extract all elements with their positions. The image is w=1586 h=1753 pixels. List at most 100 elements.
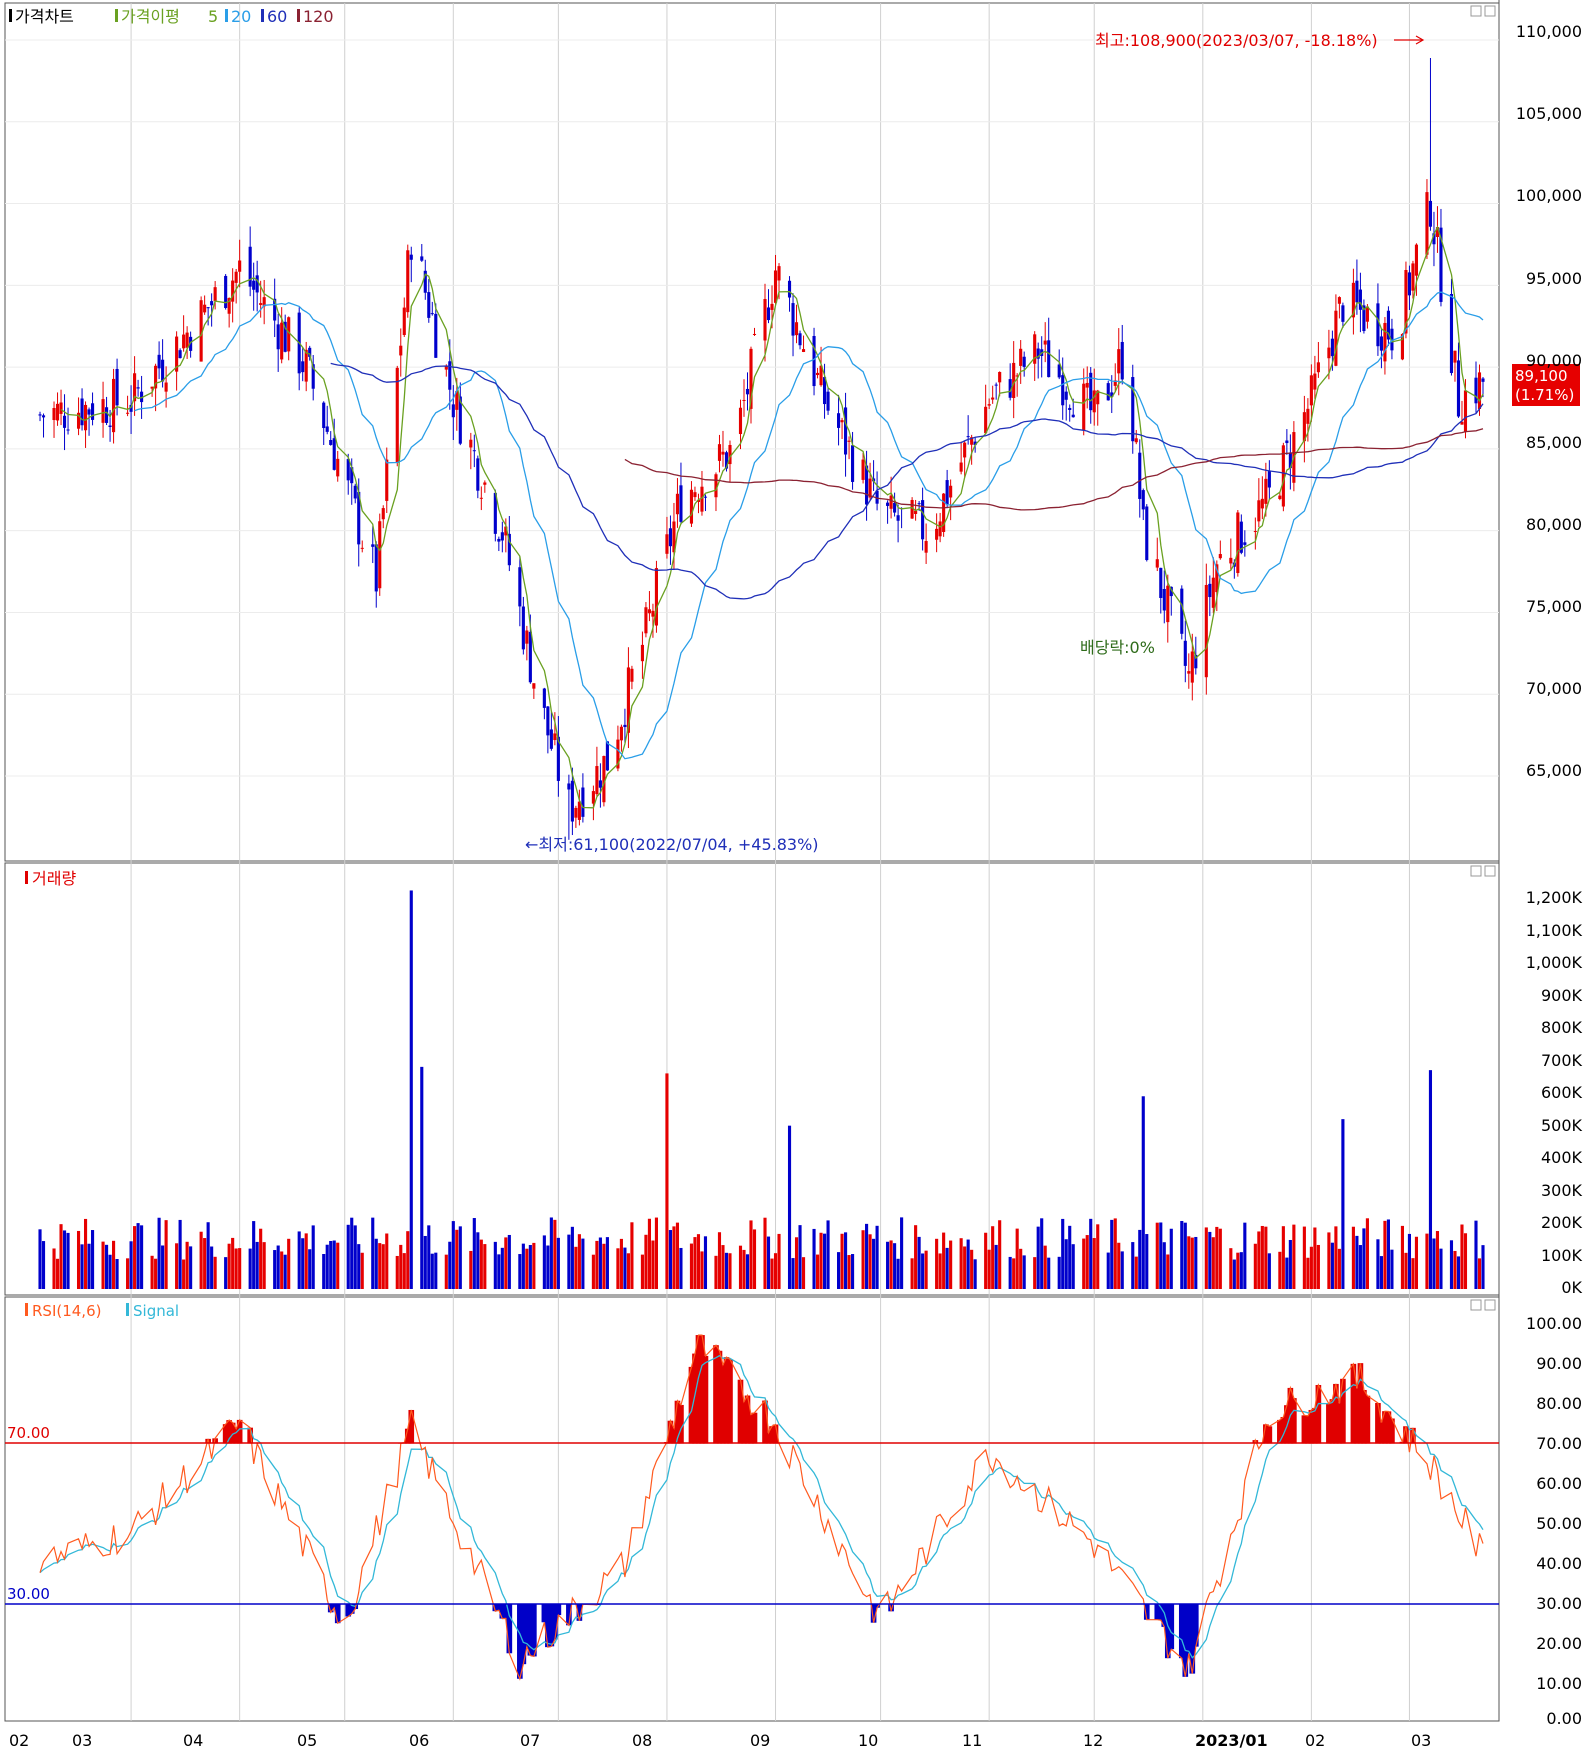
- candle-body: [189, 336, 193, 351]
- rsi-tick: 90.00: [1536, 1354, 1582, 1373]
- rsi-oversold-fill: [1182, 1604, 1189, 1677]
- rsi-panel-minimize-button[interactable]: [1470, 1299, 1482, 1311]
- volume-bar: [1012, 1258, 1016, 1289]
- candle-body: [815, 372, 820, 376]
- candle-body: [591, 791, 595, 804]
- volume-bar: [154, 1258, 158, 1289]
- volume-bar: [984, 1232, 988, 1289]
- candle-body: [500, 532, 504, 541]
- volume-bar: [1096, 1224, 1100, 1289]
- rsi-oversold-fill: [517, 1604, 523, 1679]
- volume-bar: [801, 1257, 806, 1289]
- volume-bar: [619, 1238, 623, 1289]
- rsi-oversold-fill: [492, 1604, 499, 1612]
- price-panel-buttons[interactable]: [1470, 5, 1496, 17]
- volume-bar: [893, 1243, 897, 1289]
- candle-body: [287, 317, 291, 352]
- candle-body: [1376, 303, 1380, 347]
- candle-body: [238, 260, 242, 272]
- candle-body: [38, 414, 42, 416]
- volume-bar: [385, 1233, 389, 1289]
- volume-bar: [998, 1220, 1002, 1289]
- rsi-panel-buttons[interactable]: [1470, 1299, 1496, 1311]
- volume-bar: [55, 1258, 60, 1289]
- x-tick: 03: [1411, 1731, 1431, 1750]
- volume-bar: [987, 1249, 991, 1289]
- volume-bar: [1477, 1258, 1482, 1289]
- candle-body: [763, 298, 767, 341]
- candle-body: [861, 459, 865, 480]
- volume-tick: 700K: [1541, 1051, 1583, 1070]
- rsi-overbought-fill: [1266, 1426, 1273, 1444]
- candle-body: [248, 246, 252, 287]
- volume-bar: [297, 1231, 301, 1289]
- candle-body: [1351, 282, 1355, 318]
- candle-body: [1330, 338, 1334, 357]
- candle-body: [1365, 306, 1369, 322]
- candle-body: [812, 335, 816, 387]
- candle-body: [773, 270, 778, 303]
- candle-body: [374, 544, 378, 592]
- volume-bar: [602, 1243, 606, 1289]
- rsi-overbought-fill: [236, 1419, 243, 1444]
- price-tick: 105,000: [1516, 104, 1582, 123]
- volume-bar: [1285, 1257, 1289, 1289]
- rsi-tick: 60.00: [1536, 1474, 1582, 1493]
- rsi-overbought-fill: [1389, 1418, 1395, 1444]
- candle-body: [1141, 490, 1145, 510]
- rsi-oversold-fill: [545, 1604, 551, 1648]
- candle-body: [252, 280, 256, 290]
- candle-body: [479, 497, 483, 499]
- ma120-legend: 120: [303, 7, 334, 26]
- candle-body: [1022, 356, 1026, 367]
- candle-body: [896, 515, 900, 521]
- volume-panel-minimize-button[interactable]: [1470, 865, 1482, 877]
- volume-bar: [949, 1240, 953, 1289]
- volume-bar: [1432, 1238, 1436, 1289]
- candle-body: [1166, 585, 1170, 623]
- rsi-tick: 20.00: [1536, 1634, 1582, 1653]
- x-tick: 03: [72, 1731, 92, 1750]
- candle-body: [62, 415, 67, 428]
- candle-body: [444, 366, 448, 370]
- candle-body: [689, 489, 694, 524]
- candle-body: [1215, 564, 1219, 593]
- volume-bar: [837, 1252, 841, 1289]
- candle-body: [619, 726, 623, 741]
- candle-body: [623, 724, 627, 728]
- candle-body: [1463, 390, 1468, 433]
- volume-bar: [210, 1246, 214, 1289]
- volume-bar: [847, 1255, 851, 1289]
- volume-bar: [161, 1245, 165, 1289]
- rsi-panel-close-button[interactable]: [1484, 1299, 1496, 1311]
- volume-bar: [1141, 1096, 1145, 1289]
- ma5-legend: 5: [208, 7, 218, 26]
- candle-body: [504, 526, 508, 536]
- price-panel-minimize-button[interactable]: [1470, 5, 1482, 17]
- candle-body: [203, 304, 207, 313]
- volume-bar: [749, 1220, 753, 1289]
- volume-bar: [66, 1232, 70, 1289]
- x-tick: 05: [297, 1731, 317, 1750]
- candle-body: [1425, 192, 1429, 255]
- candle-body: [798, 333, 802, 346]
- rsi-oversold-fill: [1168, 1604, 1175, 1650]
- ma5-line: [60, 225, 1484, 809]
- volume-tick: 300K: [1541, 1181, 1583, 1200]
- candle-body: [1285, 440, 1289, 444]
- rsi-oversold-fill: [520, 1604, 527, 1665]
- rsi-tick: 80.00: [1536, 1394, 1582, 1413]
- candle-body: [469, 439, 473, 448]
- volume-panel-close-button[interactable]: [1484, 865, 1496, 877]
- volume-bar: [546, 1245, 550, 1289]
- volume-panel-buttons[interactable]: [1470, 865, 1496, 877]
- price-panel-close-button[interactable]: [1484, 5, 1496, 17]
- candle-body: [322, 402, 326, 429]
- candle-body: [133, 373, 137, 402]
- volume-bar: [430, 1253, 434, 1289]
- candle-body: [80, 398, 84, 426]
- rsi-overbought-fill: [699, 1335, 705, 1444]
- volume-bar: [448, 1241, 452, 1289]
- volume-bar: [770, 1258, 774, 1289]
